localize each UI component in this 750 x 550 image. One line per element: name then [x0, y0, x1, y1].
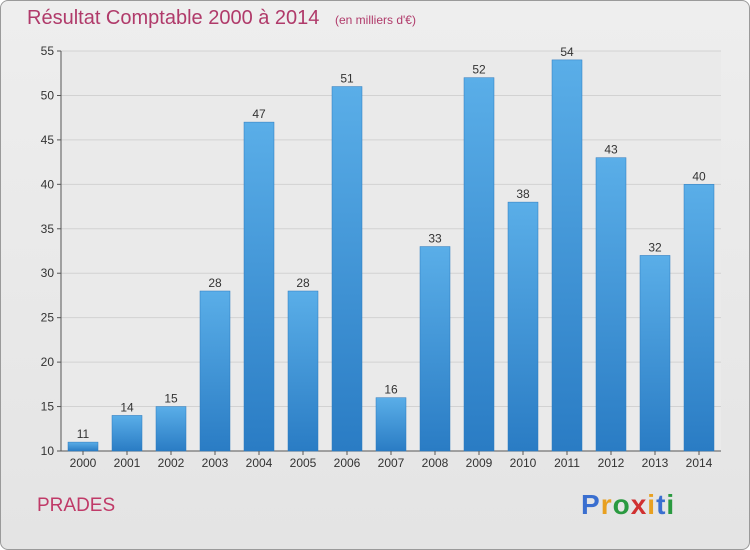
value-label-2007: 16 [384, 383, 398, 397]
value-label-2012: 43 [604, 143, 618, 157]
value-label-2013: 32 [648, 240, 662, 254]
logo-letter: i [666, 489, 676, 520]
x-tick-label-2013: 2013 [642, 456, 669, 470]
city-name: PRADES [37, 495, 116, 516]
bar-2003 [199, 290, 231, 452]
logo-letter: P [581, 489, 601, 520]
y-tick-label: 35 [41, 222, 55, 236]
chart-title-text: Résultat Comptable 2000 à 2014 [27, 7, 320, 29]
value-label-2003: 28 [208, 276, 222, 290]
value-label-2005: 28 [296, 276, 310, 290]
y-tick-label: 20 [41, 355, 55, 369]
value-label-2001: 14 [120, 400, 134, 414]
bar-2008 [419, 246, 451, 452]
bar-2005 [287, 290, 319, 452]
bar-2014 [683, 184, 715, 452]
x-tick-label-2006: 2006 [334, 456, 361, 470]
bar-2012 [595, 157, 627, 452]
y-tick-label: 55 [41, 44, 55, 58]
logo-letter: r [600, 489, 613, 520]
value-label-2008: 33 [428, 232, 442, 246]
bar-2011 [551, 59, 583, 452]
x-tick-label-2012: 2012 [598, 456, 625, 470]
x-tick-label-2002: 2002 [158, 456, 185, 470]
value-label-2000: 11 [77, 427, 90, 441]
x-tick-label-2014: 2014 [686, 456, 713, 470]
proxiti-logo: Proxiti [581, 489, 675, 521]
bar-2001 [111, 415, 143, 452]
value-label-2010: 38 [516, 187, 530, 201]
x-tick-label-2001: 2001 [114, 456, 141, 470]
chart-title: Résultat Comptable 2000 à 2014 (en milli… [27, 7, 416, 30]
value-label-2006: 51 [340, 72, 354, 86]
x-tick-label-2004: 2004 [246, 456, 273, 470]
value-label-2002: 15 [164, 392, 178, 406]
y-tick-label: 40 [41, 177, 55, 191]
logo-letter: t [656, 489, 667, 520]
value-label-2004: 47 [252, 107, 266, 121]
bar-2002 [155, 406, 187, 452]
bar-2006 [331, 86, 363, 452]
x-tick-label-2003: 2003 [202, 456, 229, 470]
y-tick-label: 15 [41, 400, 55, 414]
bar-2000 [67, 441, 99, 452]
bar-2013 [639, 255, 671, 452]
y-tick-label: 10 [41, 444, 55, 458]
y-tick-label: 25 [41, 311, 55, 325]
value-label-2014: 40 [692, 169, 706, 183]
bar-2010 [507, 201, 539, 452]
logo-letter: x [630, 489, 648, 520]
x-tick-label-2005: 2005 [290, 456, 317, 470]
x-tick-label-2008: 2008 [422, 456, 449, 470]
x-tick-label-2010: 2010 [510, 456, 537, 470]
y-tick-label: 30 [41, 266, 55, 280]
bar-2004 [243, 121, 275, 452]
logo-letter: o [612, 489, 631, 520]
bar-2007 [375, 397, 407, 452]
y-tick-label: 45 [41, 133, 55, 147]
x-tick-label-2007: 2007 [378, 456, 405, 470]
x-tick-label-2009: 2009 [466, 456, 493, 470]
chart-subtitle: (en milliers d'€) [334, 13, 416, 27]
x-tick-label-2011: 2011 [554, 456, 580, 470]
value-label-2011: 54 [560, 45, 574, 59]
value-label-2009: 52 [472, 63, 486, 77]
x-tick-label-2000: 2000 [70, 456, 97, 470]
y-tick-label: 50 [41, 88, 55, 102]
bar-2009 [463, 77, 495, 452]
logo-letter: i [647, 489, 657, 520]
